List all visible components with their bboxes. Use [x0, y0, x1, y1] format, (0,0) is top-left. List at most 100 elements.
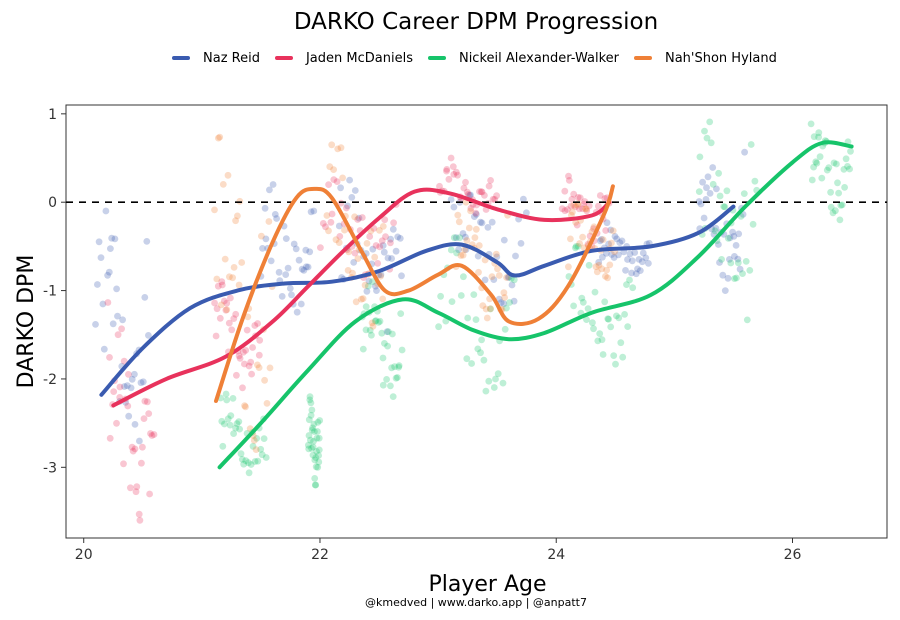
point-nickeil-alexander-walker: [815, 133, 822, 141]
point-nickeil-alexander-walker: [387, 382, 394, 390]
point-nickeil-alexander-walker: [237, 450, 245, 458]
point-nah-shon-hyland: [328, 141, 336, 149]
point-nah-shon-hyland: [488, 273, 496, 280]
point-nickeil-alexander-walker: [233, 420, 241, 427]
point-naz-reid: [736, 265, 744, 273]
point-nickeil-alexander-walker: [716, 192, 724, 200]
trend-line-naz-reid[interactable]: [99, 204, 736, 397]
point-nah-shon-hyland: [330, 166, 337, 174]
point-nickeil-alexander-walker: [258, 451, 266, 459]
point-nickeil-alexander-walker: [596, 330, 604, 337]
point-jaden-mcdaniels: [211, 299, 219, 307]
point-nah-shon-hyland: [323, 212, 331, 219]
point-naz-reid: [344, 202, 351, 210]
point-nah-shon-hyland: [358, 295, 365, 303]
point-nah-shon-hyland: [224, 171, 232, 179]
point-jaden-mcdaniels: [476, 188, 483, 196]
point-nickeil-alexander-walker: [621, 311, 628, 318]
point-naz-reid: [703, 184, 710, 192]
legend: Naz Reid Jaden McDaniels Nickeil Alexand…: [172, 49, 792, 67]
point-nickeil-alexander-walker: [463, 355, 471, 363]
point-nah-shon-hyland: [332, 236, 340, 244]
point-naz-reid: [523, 209, 530, 217]
point-nah-shon-hyland: [592, 263, 600, 271]
point-nickeil-alexander-walker: [306, 393, 314, 400]
legend-key-naz-reid: [172, 56, 190, 60]
point-nickeil-alexander-walker: [384, 342, 391, 350]
point-nah-shon-hyland: [379, 295, 387, 303]
point-jaden-mcdaniels: [106, 434, 114, 442]
point-nickeil-alexander-walker: [836, 216, 844, 224]
trend-line-nah-shon-hyland[interactable]: [214, 184, 615, 403]
point-naz-reid: [622, 267, 629, 274]
point-naz-reid: [297, 300, 305, 308]
point-naz-reid: [310, 207, 318, 215]
point-nickeil-alexander-walker: [229, 395, 237, 402]
point-nah-shon-hyland: [242, 403, 249, 411]
point-naz-reid: [350, 259, 358, 266]
point-nickeil-alexander-walker: [254, 457, 262, 465]
point-nickeil-alexander-walker: [315, 452, 322, 459]
point-nah-shon-hyland: [603, 266, 610, 274]
point-nah-shon-hyland: [455, 218, 463, 226]
point-naz-reid: [628, 257, 636, 265]
point-nickeil-alexander-walker: [615, 314, 623, 322]
point-naz-reid: [702, 196, 710, 203]
point-nickeil-alexander-walker: [236, 425, 244, 433]
point-nickeil-alexander-walker: [242, 457, 250, 465]
point-nickeil-alexander-walker: [249, 442, 257, 450]
point-nah-shon-hyland: [252, 446, 260, 453]
point-nickeil-alexander-walker: [835, 189, 842, 197]
point-nickeil-alexander-walker: [398, 346, 406, 354]
point-nickeil-alexander-walker: [703, 134, 711, 142]
point-naz-reid: [373, 287, 380, 294]
point-nickeil-alexander-walker: [506, 299, 513, 306]
point-jaden-mcdaniels: [343, 204, 350, 212]
point-nickeil-alexander-walker: [827, 203, 835, 211]
point-naz-reid: [365, 277, 373, 285]
point-naz-reid: [284, 264, 292, 272]
point-naz-reid: [508, 281, 516, 289]
point-naz-reid: [355, 214, 363, 222]
trend-line-nickeil-alexander-walker[interactable]: [217, 140, 854, 470]
legend-item-nahshon-hyland[interactable]: Nah'Shon Hyland: [633, 51, 777, 66]
point-nah-shon-hyland: [582, 205, 589, 213]
point-naz-reid: [288, 291, 295, 299]
point-nickeil-alexander-walker: [310, 437, 317, 445]
point-nickeil-alexander-walker: [310, 420, 318, 428]
point-naz-reid: [396, 235, 404, 242]
point-jaden-mcdaniels: [568, 195, 576, 203]
point-nah-shon-hyland: [266, 364, 274, 372]
point-naz-reid: [726, 234, 734, 242]
point-nickeil-alexander-walker: [812, 158, 820, 166]
point-nah-shon-hyland: [482, 305, 490, 313]
point-naz-reid: [290, 240, 298, 248]
point-jaden-mcdaniels: [570, 190, 578, 198]
point-nickeil-alexander-walker: [314, 428, 321, 435]
point-jaden-mcdaniels: [135, 510, 143, 518]
point-naz-reid: [337, 184, 344, 192]
point-jaden-mcdaniels: [124, 402, 132, 410]
point-nah-shon-hyland: [565, 263, 572, 271]
legend-item-naz-reid[interactable]: Naz Reid: [172, 51, 260, 66]
point-nickeil-alexander-walker: [384, 328, 392, 336]
x-tick-label-26: 26: [784, 547, 802, 563]
point-nickeil-alexander-walker: [227, 412, 235, 419]
point-naz-reid: [125, 412, 133, 420]
point-nickeil-alexander-walker: [591, 288, 599, 296]
point-jaden-mcdaniels: [381, 216, 389, 224]
point-jaden-mcdaniels: [213, 305, 221, 313]
x-tick-label-22: 22: [311, 547, 329, 563]
point-nickeil-alexander-walker: [842, 155, 850, 163]
point-naz-reid: [481, 276, 489, 284]
legend-item-jaden-mcdaniels[interactable]: Jaden McDaniels: [274, 51, 413, 66]
point-jaden-mcdaniels: [249, 344, 256, 351]
point-nah-shon-hyland: [472, 225, 480, 233]
point-nickeil-alexander-walker: [707, 139, 715, 147]
point-naz-reid: [127, 384, 135, 392]
point-nah-shon-hyland: [230, 264, 238, 271]
legend-item-nickeil-alexander-walker[interactable]: Nickeil Alexander-Walker: [427, 51, 619, 66]
point-nickeil-alexander-walker: [232, 424, 240, 432]
point-nickeil-alexander-walker: [583, 316, 590, 323]
trend-line-jaden-mcdaniels[interactable]: [111, 187, 612, 408]
